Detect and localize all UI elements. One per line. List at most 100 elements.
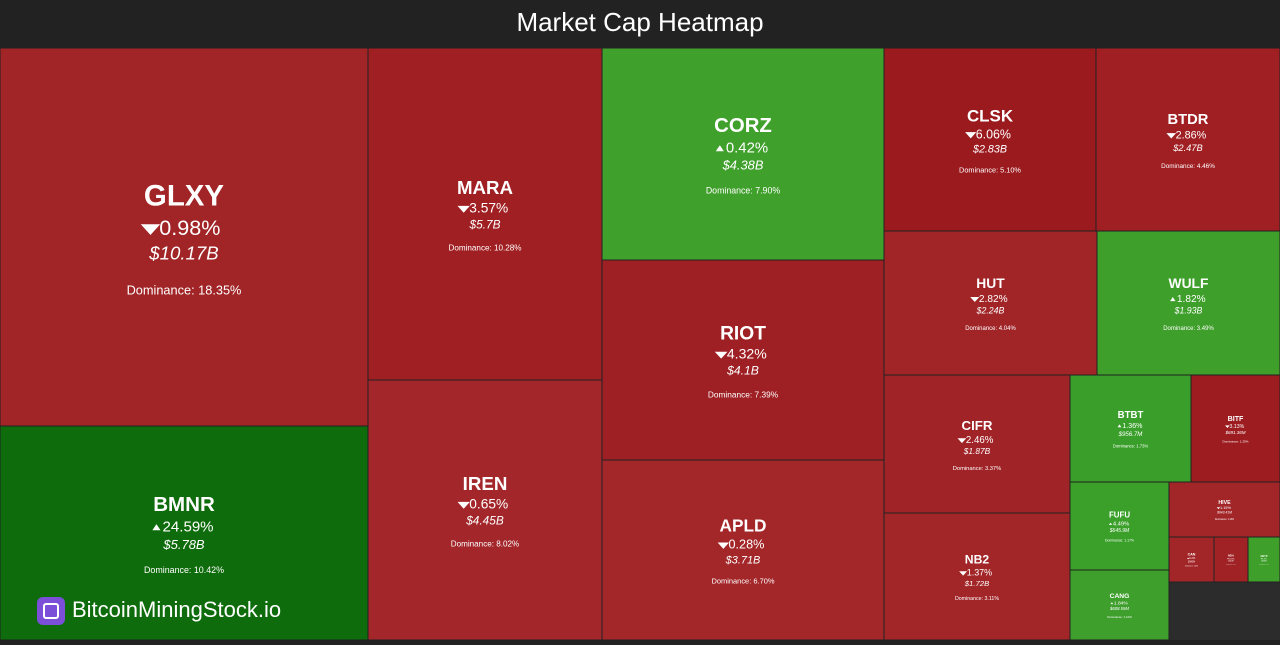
dominance: Dominance: 10.28% [448,243,521,252]
tile [1168,481,1280,538]
market-cap: $2.83B [972,144,1007,156]
change-arrow [152,524,161,531]
ticker: NB2 [965,552,990,566]
change-arrow [715,145,724,152]
dominance: Dominance: 1.25% [1222,439,1248,443]
change-arrow [457,205,470,213]
change-arrow [965,132,977,139]
market-cap: $1.93B [1174,306,1203,316]
ticker: MARA [457,177,514,198]
change-arrow [959,571,968,576]
change-arrow [957,438,967,444]
change-label: 3.57% [469,201,508,216]
market-cap: $1.72B [964,579,989,588]
ticker: CAN [1188,553,1196,557]
market-cap: $10.17B [148,243,218,264]
change-arrow [1227,558,1229,560]
dominance: Dominance: 1.16% [1215,519,1234,521]
change-arrow [1186,557,1190,560]
dominance: Dominance: 3.37% [953,466,1001,472]
dominance: Dominance: 8.02% [451,539,520,548]
tile [883,47,1097,232]
dominance: Dominance: 4.04% [965,326,1016,332]
change-label: 0.81% [1229,558,1235,560]
ticker: APLD [720,516,767,536]
change-arrow [1110,602,1114,605]
change-label: 4.32% [727,346,767,362]
ticker: CANG [1110,593,1130,600]
change-label: 3.13% [1230,424,1245,430]
dominance: Dominance: 10.42% [144,565,224,575]
tile [883,230,1098,376]
market-cap: $2.24B [976,306,1005,316]
change-arrow [1166,133,1177,139]
brand-icon-chip [43,603,59,619]
tile [883,512,1071,641]
change-label: 1.37% [967,568,992,578]
ticker: HIVE [1218,500,1231,506]
ticker: GRYP [1260,554,1267,558]
tile [1213,536,1249,583]
dominance: Dominance: 3.49% [1163,326,1214,332]
ticker: NDA [1228,554,1234,558]
change-arrow [970,297,980,303]
change-label: 1.84% [1114,601,1129,607]
market-cap: $4.45B [465,513,504,527]
small-tiles-area [1169,582,1280,640]
ticker: CORZ [714,115,772,137]
tile [601,259,885,461]
change-label: 1.36% [1122,422,1143,430]
change-arrow [717,542,730,549]
tile [1247,536,1280,583]
change-label: 0.28% [728,538,764,552]
ticker: CIFR [962,418,993,433]
tile [1190,374,1280,483]
dominance: Dominance: 7.39% [708,389,779,399]
market-cap: $3.71B [725,554,761,566]
tile [1095,47,1280,232]
dominance: Dominance: 1.05% [1185,566,1199,568]
market-cap: $4.1B [726,364,759,378]
ticker: GLXY [144,180,225,213]
brand: BitcoinMiningStock.io [37,597,281,625]
tile [883,374,1071,514]
market-cap: $1.87B [963,446,991,456]
change-label: 4.49% [1113,521,1129,527]
change-arrow [1170,297,1176,302]
ticker: HUT [976,275,1005,291]
ticker: RIOT [720,323,766,344]
header-bar [0,0,1280,48]
ticker: BITF [1228,415,1244,423]
change-label: 2.46% [966,435,994,446]
change-label: 0.98% [159,215,220,240]
dominance: Dominance: 3.11% [955,596,999,602]
change-label: 0.42% [726,140,768,157]
change-arrow [1225,425,1230,429]
market-cap: $643.41M [1216,511,1232,515]
brand-icon [37,597,65,625]
ticker: FUFU [1109,511,1130,520]
tile [1069,569,1170,641]
chart-title: Market Cap Heatmap [516,7,763,37]
market-cap: $510M [1227,561,1234,563]
change-label: 6.06% [976,127,1011,141]
ticker: WULF [1169,275,1209,291]
dominance: Dominance: 1.17% [1105,538,1134,542]
dominance: Dominance: 6.70% [711,577,774,586]
ticker: CLSK [967,106,1014,125]
tile [1069,481,1170,571]
change-label: 2.82% [979,294,1008,305]
tile [367,379,603,641]
tile [367,47,603,381]
dominance: Dominance: 7.90% [706,186,781,196]
change-arrow [714,351,728,359]
tile [601,47,885,261]
market-cap: $608.55M [1109,606,1129,611]
tile [1096,230,1280,376]
dominance: Dominance: 0.90% [1259,563,1268,565]
change-arrow [1117,424,1122,428]
ticker: BTBT [1118,410,1144,421]
market-cap: $2.47B [1172,143,1203,153]
change-arrow [457,501,470,509]
